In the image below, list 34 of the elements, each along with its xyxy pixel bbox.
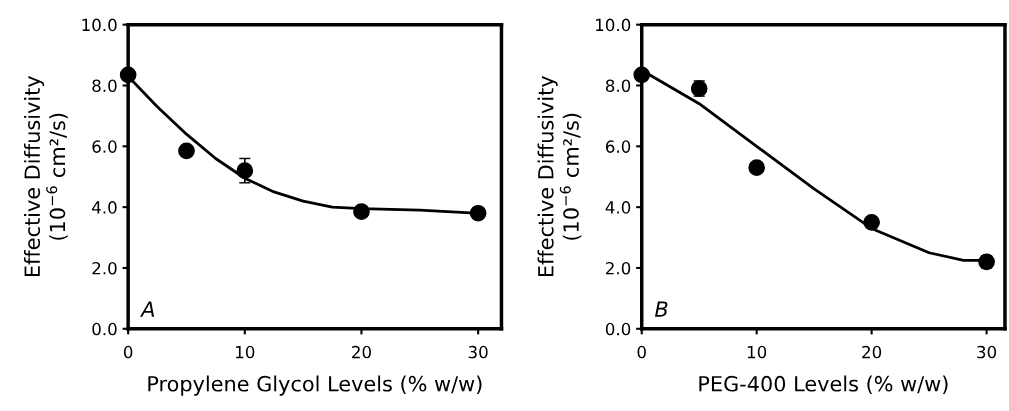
y-tick-label: 2.0	[92, 261, 117, 275]
y-tick-label: 0.0	[605, 322, 631, 336]
point	[119, 66, 137, 84]
y-tick-label: 6.0	[92, 140, 117, 153]
y-tick-label: 4.0	[92, 201, 117, 214]
y-axis-title: Effective Diffusivity (10$^{−6}$ cm²/s)	[23, 75, 68, 277]
y-tick-label: 2.0	[606, 261, 631, 275]
x-tick-label: 0	[123, 345, 133, 359]
point	[236, 162, 254, 179]
y-tick-label: 10.0	[82, 18, 117, 32]
x-tick-label: 30	[468, 345, 488, 359]
annotation: A	[140, 301, 155, 317]
annotation: B	[655, 301, 668, 317]
x-tick-label: 0	[637, 345, 646, 359]
x-tick-label: 20	[862, 345, 882, 359]
x-tick-label: 10	[236, 345, 255, 359]
y-axis-title: Effective Diffusivity (10$^{−6}$ cm²/s)	[537, 75, 582, 277]
x-tick-label: 10	[747, 345, 767, 359]
y-tick-label: 4.0	[605, 201, 631, 214]
y-tick-label: 8.0	[605, 79, 631, 93]
y-tick-label: 0.0	[92, 322, 117, 336]
point	[863, 214, 880, 231]
x-tick-label: 20	[352, 345, 371, 359]
y-tick-label: 10.0	[596, 18, 631, 32]
point	[633, 66, 651, 84]
point	[469, 204, 487, 222]
point	[748, 159, 766, 176]
x-axis-title: PEG-400 Levels (% w/w)	[699, 375, 948, 395]
point	[178, 142, 195, 160]
x-axis-title: Propylene Glycol Levels (% w/w)	[148, 375, 482, 396]
x-tick-label: 30	[977, 345, 997, 359]
point	[353, 203, 370, 221]
y-tick-label: 8.0	[92, 79, 117, 93]
y-tick-label: 6.0	[605, 140, 631, 153]
